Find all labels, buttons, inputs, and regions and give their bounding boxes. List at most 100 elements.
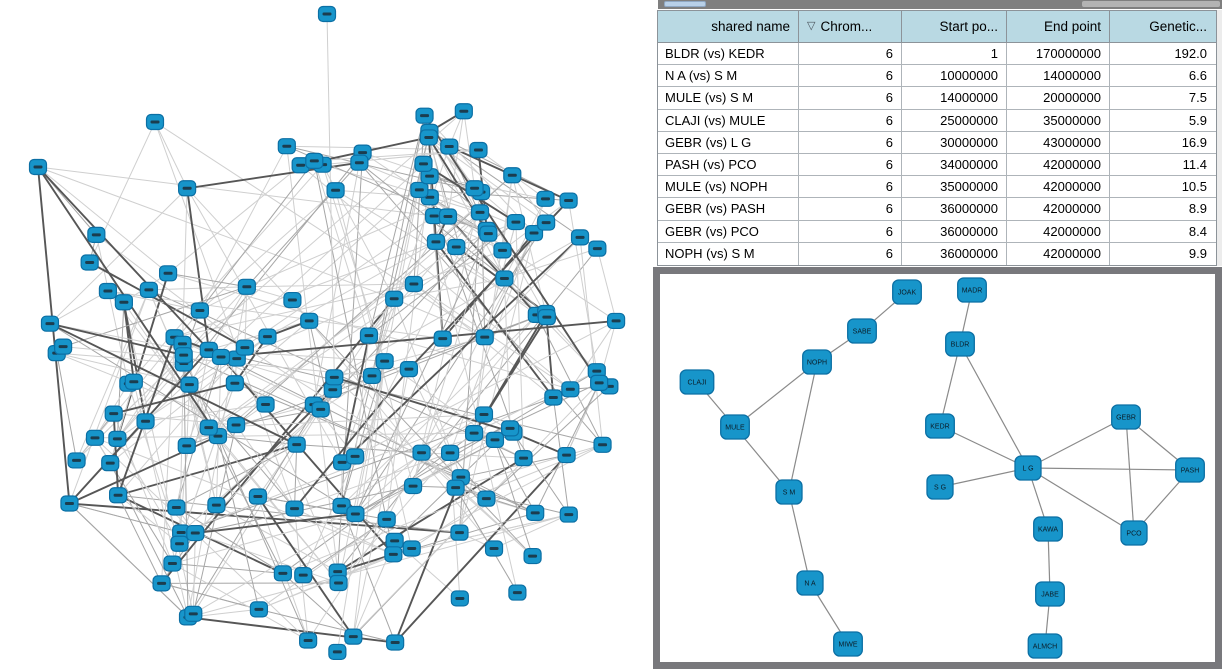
edge[interactable] — [354, 233, 489, 515]
network-node[interactable] — [326, 182, 345, 199]
network-node[interactable] — [350, 154, 369, 171]
edge[interactable] — [56, 352, 237, 426]
network-node[interactable] — [346, 505, 365, 523]
column-header-end_point[interactable]: End point — [1007, 11, 1110, 42]
network-node[interactable] — [375, 353, 394, 370]
network-node[interactable] — [287, 436, 306, 453]
edge[interactable] — [195, 532, 339, 584]
network-node[interactable] — [317, 5, 337, 23]
edge[interactable] — [208, 413, 485, 429]
edge[interactable] — [292, 175, 430, 301]
edge[interactable] — [320, 229, 488, 410]
network-node[interactable] — [237, 278, 256, 295]
table-row[interactable]: BLDR (vs) KEDR 6 1 170000000 192.0 — [658, 43, 1216, 66]
edge[interactable] — [180, 413, 485, 533]
edge[interactable] — [181, 188, 188, 344]
network-node[interactable] — [440, 138, 459, 155]
network-node[interactable] — [170, 535, 189, 552]
edge[interactable] — [236, 283, 415, 360]
table-row[interactable]: GEBR (vs) L G 6 30000000 43000000 16.9 — [658, 131, 1216, 154]
network-node[interactable] — [377, 511, 396, 528]
column-header-chromosome[interactable]: ▽ Chrom... — [799, 11, 902, 42]
column-header-genetic[interactable]: Genetic... — [1110, 11, 1215, 42]
edge[interactable] — [154, 121, 188, 189]
table-row[interactable]: GEBR (vs) PASH 6 36000000 42000000 8.9 — [658, 198, 1216, 221]
network-node[interactable] — [359, 327, 379, 344]
edge[interactable] — [333, 376, 533, 557]
edge[interactable] — [56, 353, 78, 461]
network-node[interactable] — [211, 348, 231, 366]
edge[interactable] — [148, 286, 247, 291]
edge[interactable] — [117, 363, 185, 440]
network-node[interactable] — [311, 401, 330, 418]
network-node[interactable] — [433, 330, 452, 347]
network-node[interactable] — [108, 487, 128, 504]
edge[interactable] — [423, 115, 600, 384]
edge[interactable] — [175, 349, 210, 508]
network-node[interactable] — [384, 546, 403, 563]
network-node[interactable] — [190, 302, 210, 319]
edge[interactable] — [199, 145, 288, 311]
edge[interactable] — [69, 503, 182, 534]
edge[interactable] — [455, 487, 569, 516]
network-node[interactable] — [438, 208, 458, 225]
network-node[interactable] — [503, 167, 522, 184]
edge[interactable] — [154, 121, 486, 338]
network-node[interactable] — [493, 242, 512, 259]
edge[interactable] — [174, 283, 415, 338]
scrollbar-thumb-left[interactable] — [664, 1, 706, 7]
edge[interactable] — [486, 386, 610, 500]
edge-GEBR-PCO[interactable] — [1125, 416, 1135, 534]
network-node[interactable] — [414, 155, 433, 172]
edge[interactable] — [195, 513, 356, 535]
network-node[interactable] — [465, 180, 484, 197]
edge[interactable] — [460, 454, 567, 478]
network-node[interactable] — [484, 540, 504, 557]
edge[interactable] — [183, 355, 189, 618]
network-node[interactable] — [424, 207, 444, 225]
network-node[interactable] — [441, 444, 460, 461]
network-node[interactable] — [570, 229, 590, 246]
edge-BLDR-LG[interactable] — [959, 343, 1029, 469]
edge[interactable] — [208, 427, 284, 574]
edge[interactable] — [189, 384, 295, 509]
network-node[interactable] — [67, 452, 86, 469]
edge[interactable] — [334, 236, 581, 378]
edge[interactable] — [579, 237, 604, 445]
edge[interactable] — [503, 278, 511, 429]
edge[interactable] — [455, 487, 518, 593]
edge[interactable] — [208, 427, 339, 584]
edge[interactable] — [313, 312, 547, 406]
network-node[interactable] — [470, 204, 490, 221]
edge[interactable] — [244, 347, 487, 500]
node-SM[interactable]: S M — [775, 479, 803, 505]
edge[interactable] — [337, 553, 394, 573]
network-node[interactable] — [536, 190, 555, 207]
edge[interactable] — [174, 336, 315, 406]
edge[interactable] — [355, 452, 422, 515]
edge[interactable] — [217, 435, 260, 610]
edge[interactable] — [208, 349, 536, 514]
network-node[interactable] — [561, 381, 580, 398]
network-node[interactable] — [385, 532, 404, 549]
edge[interactable] — [354, 335, 370, 457]
edge[interactable] — [265, 404, 339, 572]
network-node[interactable] — [523, 547, 542, 565]
network-node[interactable] — [399, 361, 419, 378]
edge[interactable] — [49, 322, 298, 446]
edge[interactable] — [180, 409, 322, 533]
node-KEDR[interactable]: KEDR — [925, 413, 955, 439]
edge[interactable] — [167, 164, 301, 274]
network-node[interactable] — [404, 275, 423, 293]
table-row[interactable]: CLAJI (vs) MULE 6 25000000 35000000 5.9 — [658, 109, 1216, 132]
edge[interactable] — [509, 428, 570, 515]
edge[interactable] — [536, 314, 603, 446]
network-node[interactable] — [152, 575, 171, 592]
edge[interactable] — [62, 286, 248, 348]
main-network-panel[interactable] — [0, 0, 655, 669]
network-node[interactable] — [184, 605, 203, 622]
edge[interactable] — [257, 495, 355, 638]
network-node[interactable] — [178, 180, 197, 197]
edge[interactable] — [568, 200, 598, 372]
edge[interactable] — [282, 444, 603, 574]
